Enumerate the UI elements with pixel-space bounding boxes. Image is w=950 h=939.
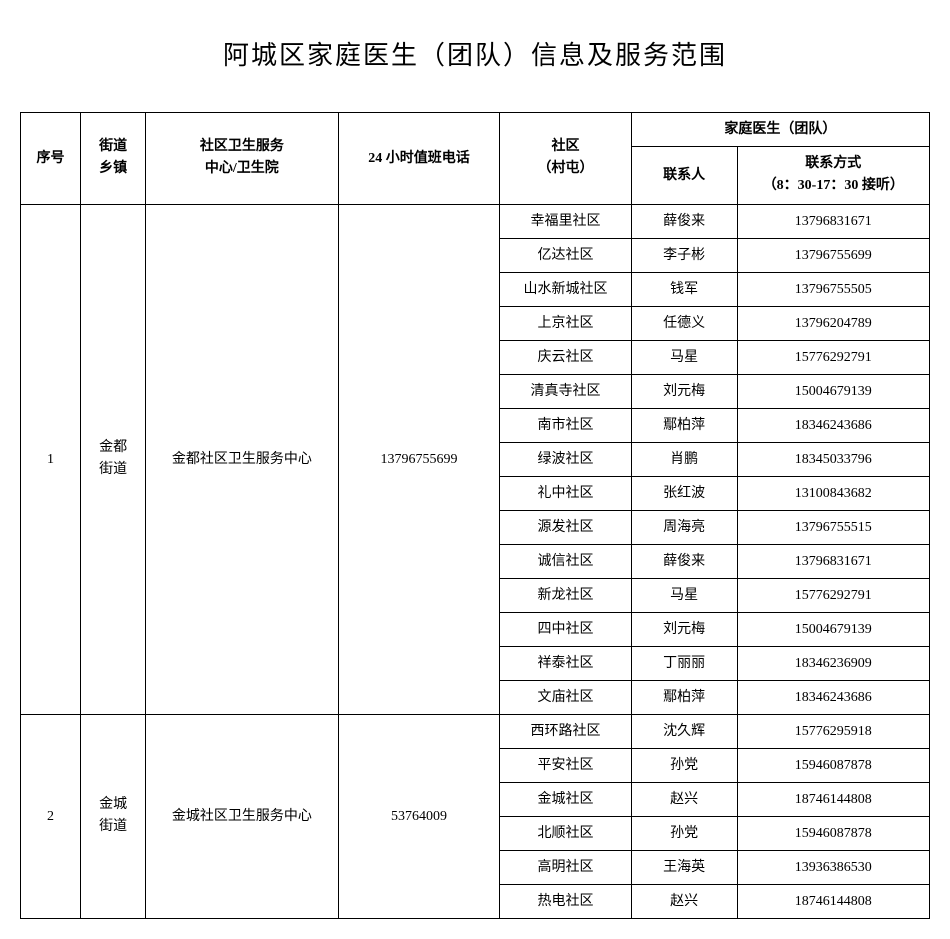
cell-contact: 沈久辉 [631,714,737,748]
cell-contact: 马星 [631,578,737,612]
cell-community: 高明社区 [500,850,631,884]
cell-contact: 肖鹏 [631,442,737,476]
cell-phone24: 13796755699 [338,204,500,714]
cell-contact: 任德义 [631,306,737,340]
table-body: 1金都街道金都社区卫生服务中心13796755699幸福里社区薛俊来137968… [21,204,930,918]
header-phone-l2: （8：30-17：30 接听） [763,178,904,193]
cell-community: 上京社区 [500,306,631,340]
cell-community: 文庙社区 [500,680,631,714]
cell-phone: 15776295918 [737,714,929,748]
header-center: 社区卫生服务 中心/卫生院 [146,113,338,205]
cell-community: 祥泰社区 [500,646,631,680]
header-community: 社区 （村屯） [500,113,631,205]
cell-community: 金城社区 [500,782,631,816]
cell-town: 金都街道 [81,204,146,714]
cell-contact: 周海亮 [631,510,737,544]
table-row: 1金都街道金都社区卫生服务中心13796755699幸福里社区薛俊来137968… [21,204,930,238]
cell-phone: 15004679139 [737,374,929,408]
cell-contact: 刘元梅 [631,612,737,646]
header-community-l2: （村屯） [538,161,594,176]
cell-contact: 孙党 [631,748,737,782]
cell-community: 西环路社区 [500,714,631,748]
cell-contact: 鄢柏萍 [631,408,737,442]
cell-contact: 王海英 [631,850,737,884]
cell-phone: 15776292791 [737,578,929,612]
header-center-l1: 社区卫生服务 [200,139,284,154]
cell-community: 礼中社区 [500,476,631,510]
cell-contact: 鄢柏萍 [631,680,737,714]
cell-phone: 13100843682 [737,476,929,510]
header-phone-l1: 联系方式 [805,156,861,171]
header-contact: 联系人 [631,147,737,205]
cell-phone: 18345033796 [737,442,929,476]
cell-community: 山水新城社区 [500,272,631,306]
header-community-l1: 社区 [552,139,580,154]
cell-seq: 2 [21,714,81,918]
cell-community: 亿达社区 [500,238,631,272]
cell-phone: 13796755699 [737,238,929,272]
cell-town: 金城街道 [81,714,146,918]
cell-town-l2: 街道 [99,462,127,477]
page-title: 阿城区家庭医生（团队）信息及服务范围 [20,35,930,72]
cell-phone: 18346243686 [737,680,929,714]
cell-contact: 赵兴 [631,782,737,816]
header-seq: 序号 [21,113,81,205]
cell-community: 北顺社区 [500,816,631,850]
cell-phone: 15946087878 [737,816,929,850]
header-phone24: 24 小时值班电话 [338,113,500,205]
cell-phone: 15004679139 [737,612,929,646]
cell-phone: 13796755505 [737,272,929,306]
cell-phone: 18346236909 [737,646,929,680]
cell-contact: 薛俊来 [631,544,737,578]
cell-community: 庆云社区 [500,340,631,374]
cell-center: 金城社区卫生服务中心 [146,714,338,918]
cell-contact: 丁丽丽 [631,646,737,680]
cell-contact: 薛俊来 [631,204,737,238]
cell-phone24: 53764009 [338,714,500,918]
cell-phone: 13796831671 [737,204,929,238]
cell-phone: 18746144808 [737,782,929,816]
cell-contact: 赵兴 [631,884,737,918]
cell-center: 金都社区卫生服务中心 [146,204,338,714]
header-doctor-group: 家庭医生（团队） [631,113,929,147]
cell-phone: 18346243686 [737,408,929,442]
cell-contact: 孙党 [631,816,737,850]
cell-phone: 13796204789 [737,306,929,340]
header-center-l2: 中心/卫生院 [205,161,279,176]
cell-phone: 15946087878 [737,748,929,782]
cell-community: 源发社区 [500,510,631,544]
header-phone: 联系方式 （8：30-17：30 接听） [737,147,929,205]
cell-community: 平安社区 [500,748,631,782]
cell-contact: 钱军 [631,272,737,306]
cell-town-l1: 金都 [99,440,127,455]
cell-community: 幸福里社区 [500,204,631,238]
cell-phone: 15776292791 [737,340,929,374]
cell-seq: 1 [21,204,81,714]
cell-contact: 张红波 [631,476,737,510]
header-town-l1: 街道 [99,139,127,154]
cell-town-l1: 金城 [99,797,127,812]
cell-community: 清真寺社区 [500,374,631,408]
cell-community: 南市社区 [500,408,631,442]
cell-community: 新龙社区 [500,578,631,612]
cell-town-l2: 街道 [99,819,127,834]
cell-phone: 13796831671 [737,544,929,578]
cell-contact: 刘元梅 [631,374,737,408]
table-row: 2金城街道金城社区卫生服务中心53764009西环路社区沈久辉157762959… [21,714,930,748]
cell-phone: 13796755515 [737,510,929,544]
cell-contact: 马星 [631,340,737,374]
header-town-l2: 乡镇 [99,161,127,176]
cell-contact: 李子彬 [631,238,737,272]
cell-community: 诚信社区 [500,544,631,578]
cell-phone: 13936386530 [737,850,929,884]
header-town: 街道 乡镇 [81,113,146,205]
cell-community: 四中社区 [500,612,631,646]
doctor-table: 序号 街道 乡镇 社区卫生服务 中心/卫生院 24 小时值班电话 社区 （村屯）… [20,112,930,919]
cell-community: 绿波社区 [500,442,631,476]
cell-community: 热电社区 [500,884,631,918]
cell-phone: 18746144808 [737,884,929,918]
